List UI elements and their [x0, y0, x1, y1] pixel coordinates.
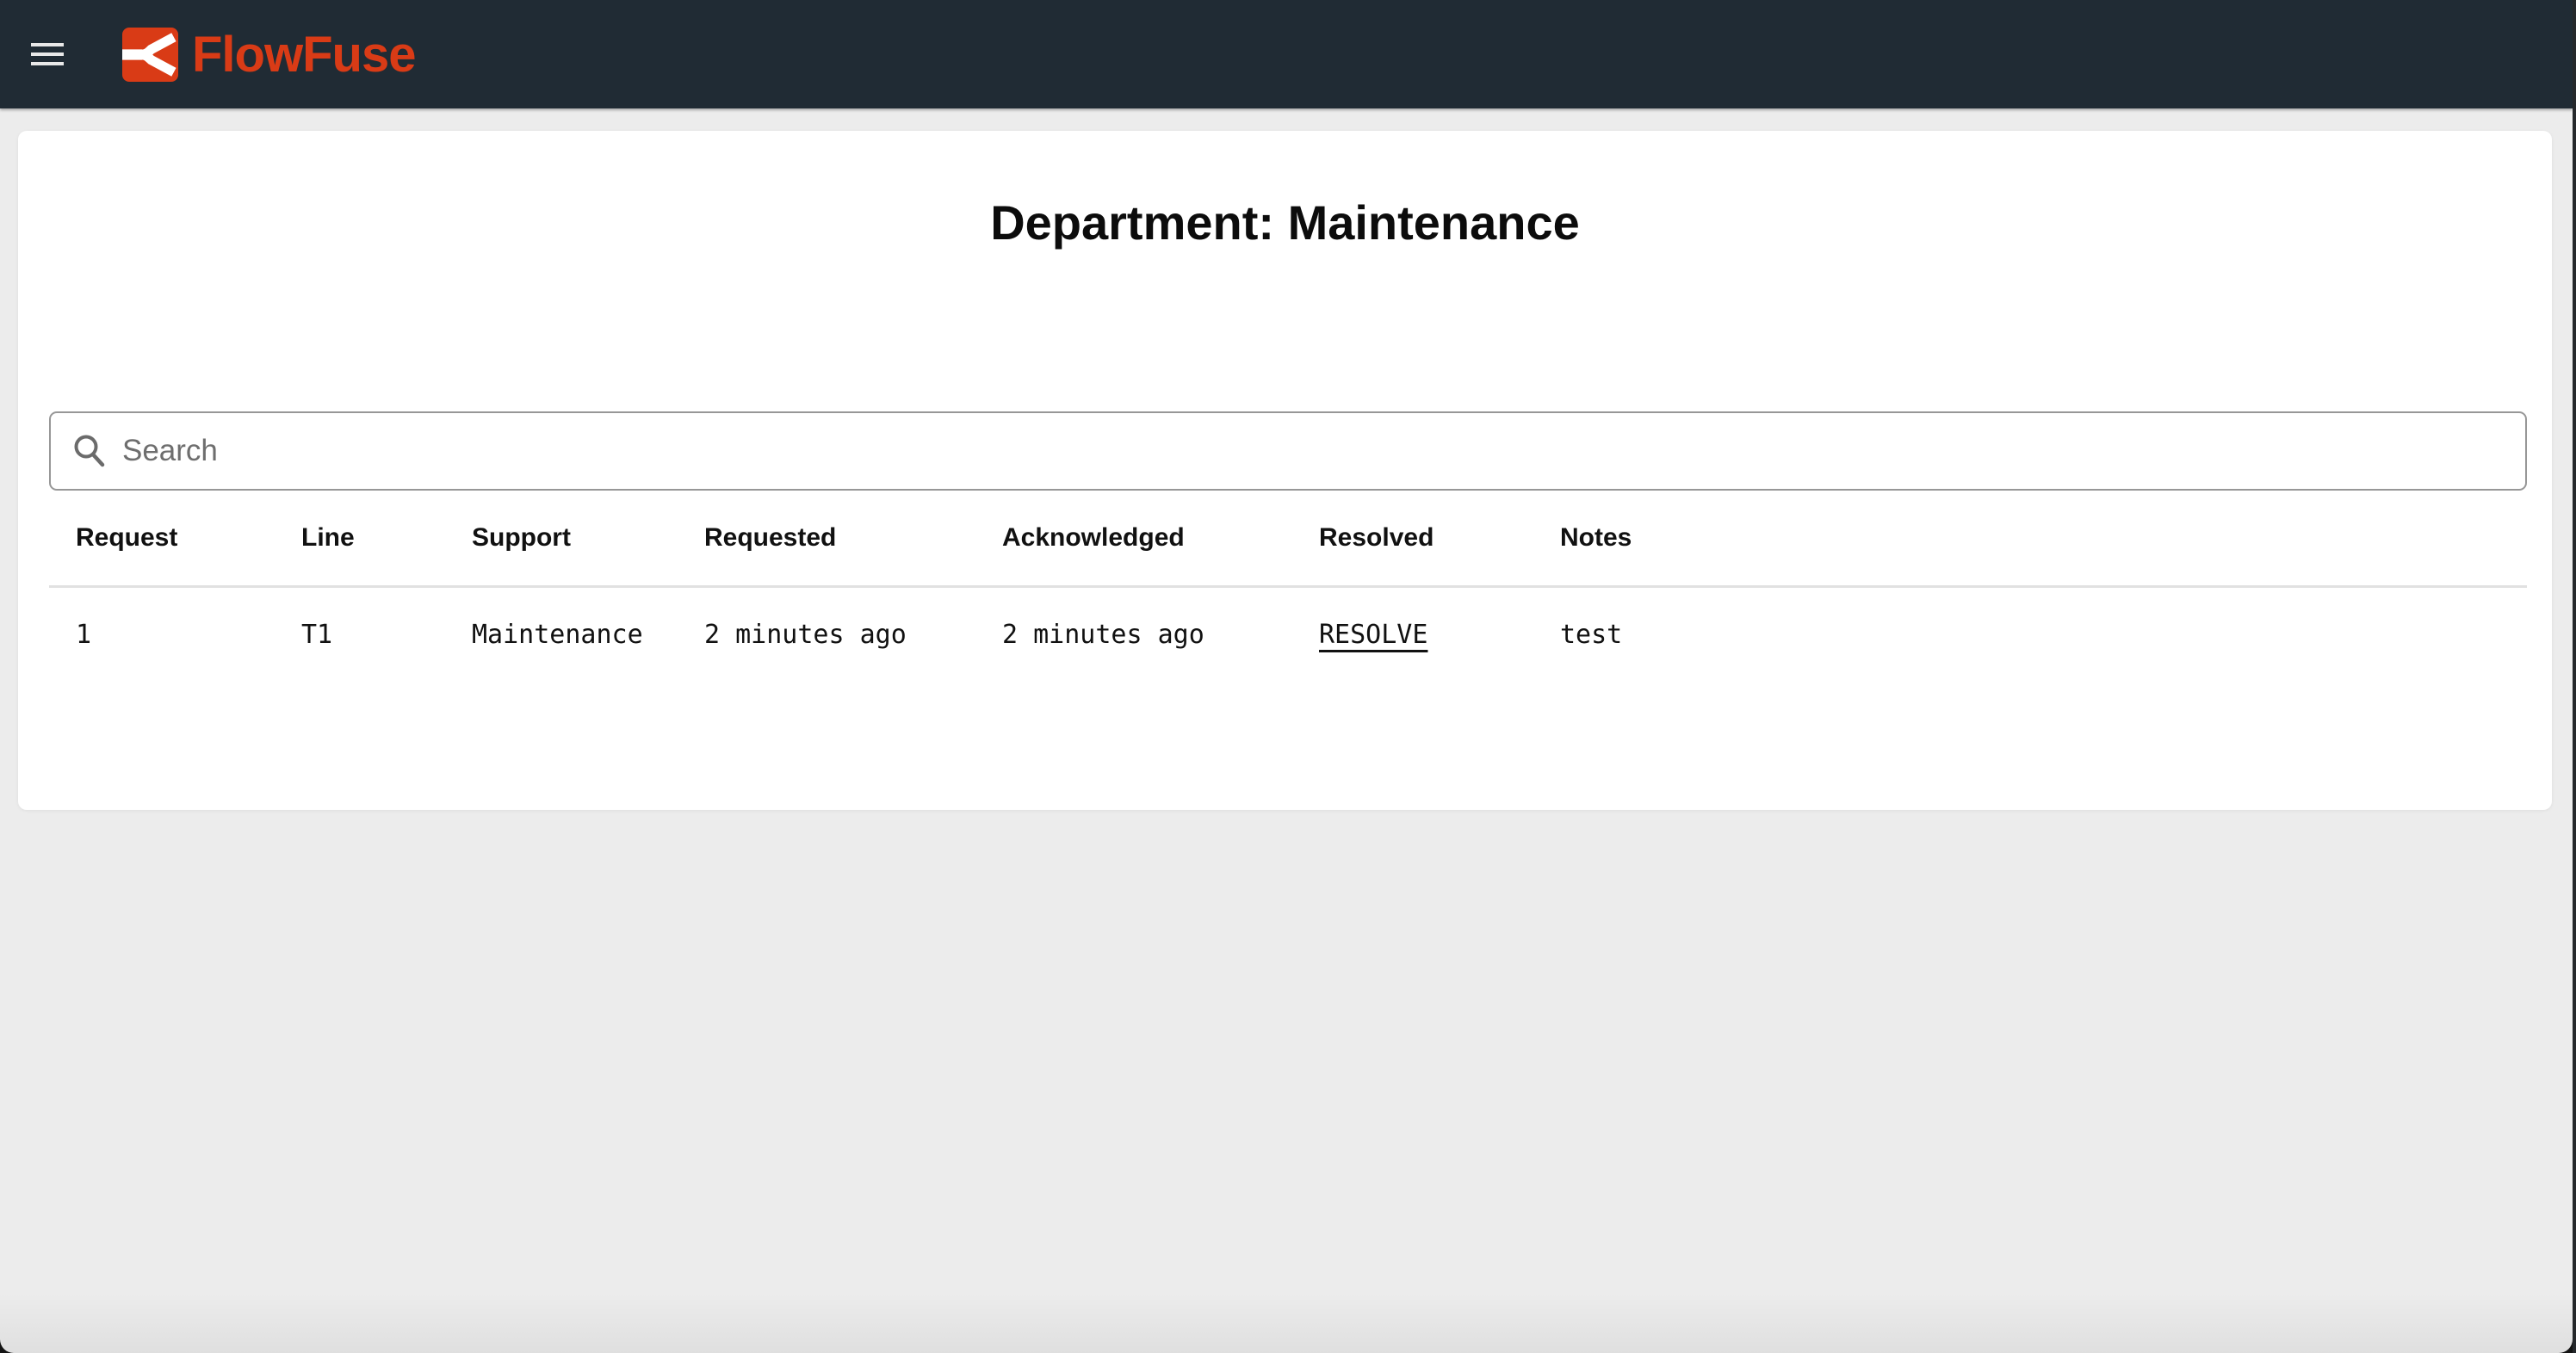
requests-table: Request Line Support Requested Acknowled… — [49, 491, 2527, 683]
hamburger-bar — [31, 62, 64, 65]
hamburger-bar — [31, 53, 64, 56]
window-right-edge — [2573, 0, 2576, 1353]
hamburger-bar — [31, 43, 64, 46]
resolve-link[interactable]: RESOLVE — [1319, 620, 1428, 651]
cell-resolved: RESOLVE — [1292, 586, 1533, 683]
cell-support: Maintenance — [472, 620, 643, 651]
col-header-acknowledged: Acknowledged — [975, 491, 1292, 588]
cell-acknowledged: 2 minutes ago — [1002, 620, 1204, 651]
hamburger-menu-icon[interactable] — [31, 43, 64, 65]
flowfuse-logo-icon — [122, 27, 178, 82]
col-header-line: Line — [275, 491, 445, 588]
search-input[interactable] — [49, 411, 2527, 491]
search-bar — [49, 411, 2527, 491]
col-header-requested: Requested — [678, 491, 975, 588]
cell-requested: 2 minutes ago — [704, 620, 907, 651]
col-header-resolved: Resolved — [1292, 491, 1533, 588]
brand-name: FlowFuse — [192, 26, 416, 83]
page-title: Department: Maintenance — [990, 195, 1580, 250]
col-header-notes: Notes — [1533, 491, 2527, 588]
cell-line: T1 — [301, 620, 333, 651]
table-row: 1 T1 Maintenance 2 minutes ago 2 minutes… — [49, 586, 2527, 683]
col-header-request: Request — [49, 491, 275, 588]
cell-notes: test — [1560, 620, 1623, 651]
brand-logo[interactable]: FlowFuse — [122, 26, 416, 83]
top-navbar: FlowFuse — [0, 0, 2573, 108]
content-card: Department: Maintenance Request Line Sup… — [18, 131, 2552, 810]
col-header-support: Support — [445, 491, 678, 588]
cell-request: 1 — [76, 620, 92, 651]
table-header-row: Request Line Support Requested Acknowled… — [49, 491, 2527, 588]
